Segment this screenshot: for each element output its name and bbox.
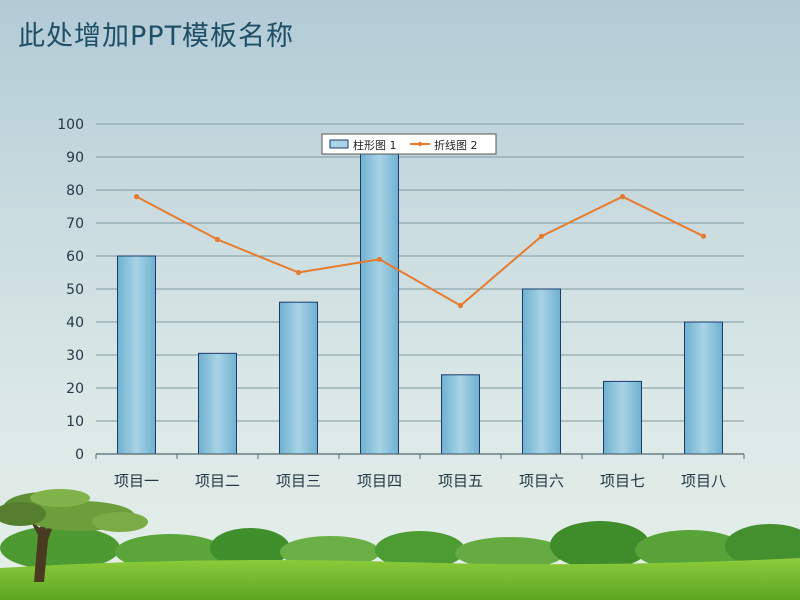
y-tick-label: 60 <box>66 249 84 265</box>
y-tick-label: 40 <box>66 315 84 331</box>
line-point <box>376 256 383 262</box>
gridlines <box>96 123 744 422</box>
line-point <box>619 194 626 200</box>
x-tick-label: 项目六 <box>519 472 564 490</box>
bar <box>684 321 723 455</box>
line-point <box>133 194 140 200</box>
x-tick-label: 项目七 <box>600 472 645 490</box>
legend: 柱形图 1 折线图 2 <box>321 133 497 155</box>
line-point <box>214 236 221 243</box>
x-tick-label: 项目三 <box>276 472 321 490</box>
bar <box>603 380 642 455</box>
bar <box>279 301 318 455</box>
line-series <box>133 194 707 309</box>
x-axis <box>95 453 745 459</box>
bar <box>360 153 399 455</box>
bar <box>522 288 561 455</box>
legend-swatch-point <box>417 141 423 147</box>
bar-series <box>117 153 723 455</box>
x-tick-label: 项目二 <box>195 472 240 490</box>
y-tick-label: 80 <box>66 183 84 199</box>
legend-label-line: 折线图 2 <box>434 138 478 152</box>
legend-swatch-bar <box>329 139 349 149</box>
line-series-path <box>136 195 704 307</box>
x-tick-label: 项目五 <box>438 472 483 490</box>
y-tick-label: 50 <box>66 282 84 298</box>
y-tick-label: 0 <box>75 447 84 463</box>
x-tick-label: 项目一 <box>114 472 159 490</box>
legend-label-bar: 柱形图 1 <box>353 138 397 152</box>
y-tick-label: 70 <box>66 216 84 232</box>
bar <box>198 352 237 455</box>
y-axis-ticks: 0 10 20 30 40 50 60 70 80 90 100 <box>57 117 84 463</box>
x-tick-label: 项目八 <box>681 472 726 490</box>
legend-box <box>321 133 497 155</box>
y-tick-label: 10 <box>66 414 84 430</box>
bar <box>441 374 480 455</box>
x-axis-ticks: 项目一 项目二 项目三 项目四 项目五 项目六 项目七 项目八 <box>114 472 726 490</box>
line-point <box>538 233 545 239</box>
y-tick-label: 20 <box>66 381 84 397</box>
slide-title: 此处增加PPT模板名称 <box>18 21 295 52</box>
y-tick-label: 90 <box>66 150 84 166</box>
line-point <box>457 302 464 309</box>
y-tick-label: 30 <box>66 348 84 364</box>
line-point <box>700 233 707 239</box>
x-tick-label: 项目四 <box>357 472 402 490</box>
line-point <box>295 269 302 276</box>
bar <box>117 255 156 455</box>
y-tick-label: 100 <box>57 117 84 133</box>
